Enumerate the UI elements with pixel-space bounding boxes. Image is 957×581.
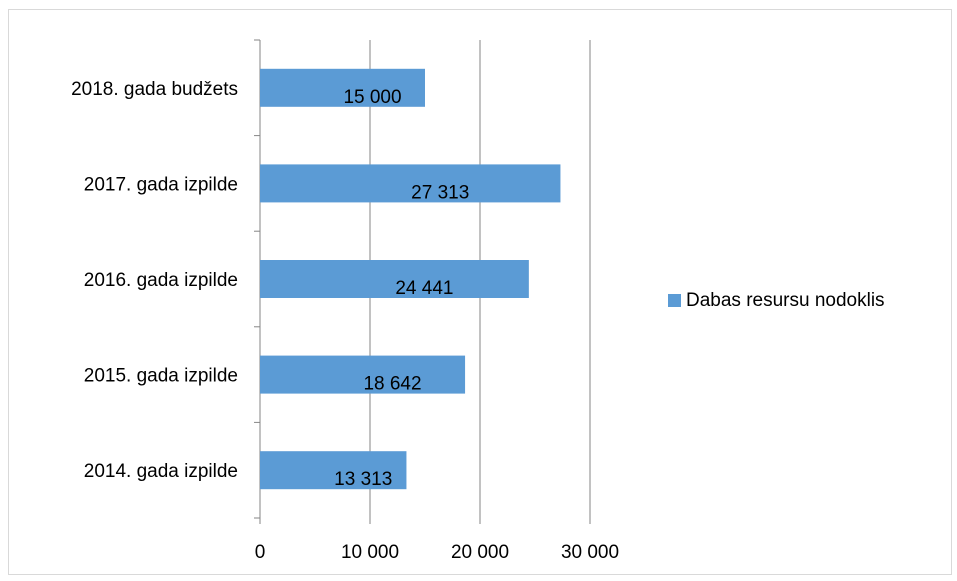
bar-4: [260, 68, 425, 107]
bar-2: [260, 260, 529, 298]
category-label-1: 2015. gada izpilde: [84, 366, 238, 387]
legend-label: Dabas resursu nodoklis: [686, 290, 885, 311]
bar-3: [260, 164, 561, 203]
x-tick-label-2: 20 000: [451, 542, 509, 563]
x-tick-label-0: 0: [255, 542, 266, 563]
data-label-2: 24 441: [395, 278, 453, 299]
x-tick-label-3: 30 000: [561, 542, 619, 563]
data-label-3: 27 313: [411, 182, 469, 203]
legend-swatch: [668, 294, 681, 307]
data-label-0: 13 313: [334, 469, 392, 490]
category-label-4: 2018. gada budžets: [71, 79, 238, 100]
bar-0: [260, 451, 407, 490]
data-label-4: 15 000: [343, 87, 401, 108]
data-label-1: 18 642: [363, 374, 421, 395]
category-label-3: 2017. gada izpilde: [84, 174, 238, 195]
category-label-2: 2016. gada izpilde: [84, 270, 238, 291]
x-tick-label-1: 10 000: [341, 542, 399, 563]
category-label-0: 2014. gada izpilde: [84, 461, 238, 482]
bar-1: [260, 355, 466, 394]
